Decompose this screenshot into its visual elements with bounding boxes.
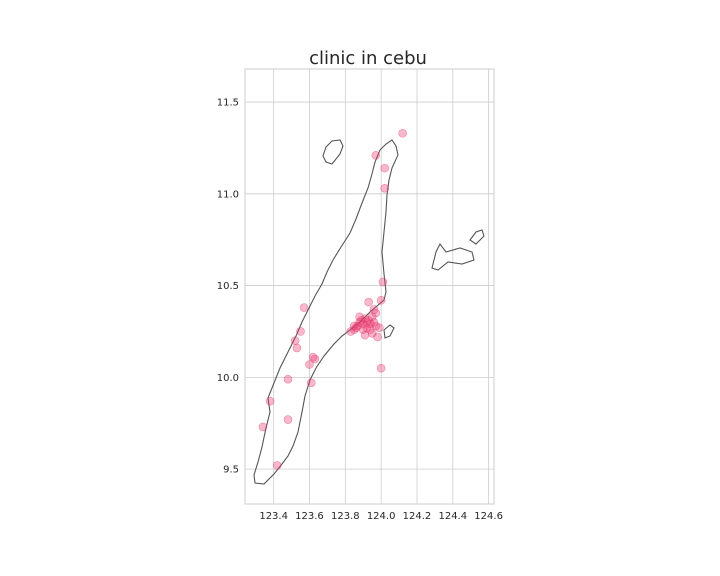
cebu-island-outline [253, 139, 399, 485]
clinic-point [376, 295, 386, 305]
plot-frame [244, 68, 495, 505]
clinic-point [358, 325, 368, 334]
x-tick-label: 124.6 [474, 511, 503, 522]
clinic-point [299, 303, 309, 312]
clinic-point [283, 415, 293, 424]
clinic-point [376, 363, 386, 373]
clinic-point [398, 128, 407, 138]
x-tick-label: 123.4 [259, 511, 288, 522]
mactan-island-outline [383, 324, 395, 339]
x-tick-label: 123.6 [295, 511, 324, 522]
x-tick-label: 124.4 [438, 511, 467, 522]
y-tick-label: 11.5 [217, 98, 239, 109]
x-axis-ticks: 123.4 123.6 123.8 124.0 124.2 124.4 124.6 [259, 511, 503, 522]
y-tick-label: 10.5 [217, 281, 239, 292]
x-tick-label: 124.2 [403, 511, 432, 522]
x-tick-label: 124.0 [367, 511, 396, 522]
clinic-point [305, 360, 314, 369]
clinic-point [371, 150, 381, 160]
plot-area [244, 68, 495, 505]
small-island-outline [469, 229, 485, 245]
clinic-point [349, 321, 359, 331]
clinic-point [378, 277, 388, 287]
y-tick-label: 10.0 [217, 373, 239, 384]
clinic-point [265, 396, 275, 406]
clinic-point [364, 297, 373, 307]
clinic-point [355, 312, 364, 322]
clinic-point [292, 343, 302, 353]
clinic-point [375, 323, 384, 333]
clinic-point [258, 422, 268, 432]
island-outlines [253, 139, 485, 485]
clinic-point [371, 308, 381, 318]
clinic-point [367, 312, 377, 322]
clinic-point [306, 378, 316, 388]
clinic-point [380, 163, 390, 173]
clinic-point [272, 461, 282, 470]
clinic-point [380, 184, 390, 193]
chart-title: clinic in cebu [309, 48, 427, 69]
clinic-point [283, 374, 293, 384]
x-tick-label: 123.8 [331, 511, 360, 522]
clinic-point [290, 336, 300, 345]
y-tick-label: 11.0 [217, 189, 239, 200]
clinic-point [310, 354, 320, 364]
clinic-points [258, 128, 407, 470]
y-axis-ticks: 9.5 10.0 10.5 11.0 11.5 [217, 98, 239, 476]
clinic-point [296, 327, 305, 336]
bohol-island-outline [431, 242, 475, 271]
clinic-point [373, 332, 382, 342]
grid-lines [245, 69, 494, 504]
y-tick-label: 9.5 [223, 465, 239, 476]
bantayan-island-outline [322, 139, 344, 165]
clinic-point [360, 330, 370, 340]
